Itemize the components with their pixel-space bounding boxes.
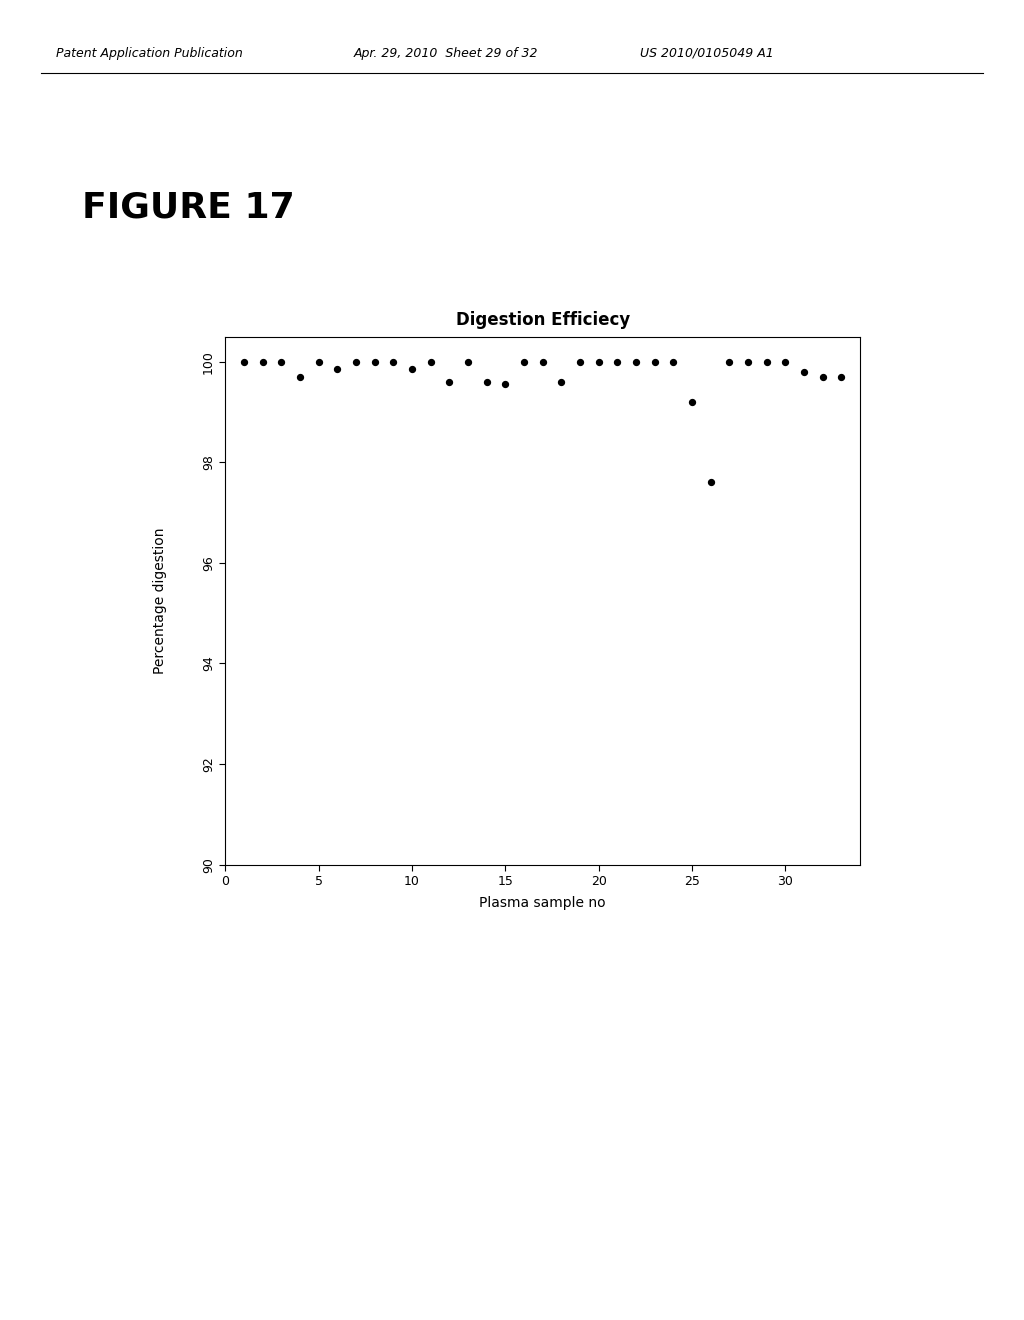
Point xyxy=(591,351,607,372)
X-axis label: Plasma sample no: Plasma sample no xyxy=(479,896,606,911)
Point xyxy=(796,362,812,383)
Point xyxy=(815,366,831,387)
Text: Patent Application Publication: Patent Application Publication xyxy=(56,46,243,59)
Point xyxy=(329,359,345,380)
Point xyxy=(310,351,327,372)
Point xyxy=(759,351,775,372)
Point xyxy=(403,359,420,380)
Point xyxy=(684,392,700,413)
Point xyxy=(646,351,663,372)
Point xyxy=(478,371,495,392)
Title: Digestion Efficiecy: Digestion Efficiecy xyxy=(456,312,630,330)
Point xyxy=(777,351,794,372)
Point xyxy=(702,471,719,492)
Point xyxy=(609,351,626,372)
Point xyxy=(740,351,757,372)
Point xyxy=(535,351,551,372)
Point xyxy=(292,366,308,387)
Text: Apr. 29, 2010  Sheet 29 of 32: Apr. 29, 2010 Sheet 29 of 32 xyxy=(353,46,538,59)
Point xyxy=(385,351,401,372)
Point xyxy=(571,351,588,372)
Y-axis label: Percentage digestion: Percentage digestion xyxy=(154,528,167,673)
Point xyxy=(348,351,365,372)
Point xyxy=(441,371,458,392)
Point xyxy=(628,351,644,372)
Point xyxy=(498,374,514,395)
Point xyxy=(666,351,682,372)
Text: FIGURE 17: FIGURE 17 xyxy=(82,191,295,224)
Point xyxy=(460,351,476,372)
Point xyxy=(236,351,252,372)
Point xyxy=(367,351,383,372)
Point xyxy=(254,351,270,372)
Point xyxy=(273,351,290,372)
Point xyxy=(721,351,737,372)
Point xyxy=(553,371,569,392)
Point xyxy=(834,366,850,387)
Text: US 2010/0105049 A1: US 2010/0105049 A1 xyxy=(640,46,774,59)
Point xyxy=(423,351,439,372)
Point xyxy=(516,351,532,372)
